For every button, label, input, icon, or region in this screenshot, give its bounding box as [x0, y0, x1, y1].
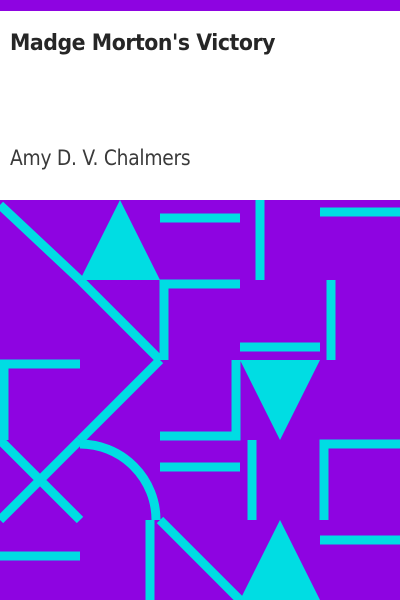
- pattern-diagonal-3: [76, 356, 164, 444]
- pattern-triangle-up-2: [240, 520, 320, 600]
- pattern-triangle-up-1: [80, 200, 160, 280]
- pattern-bracket-1: [159, 279, 240, 360]
- cover-pattern-art: [0, 200, 400, 600]
- pattern-arc: [79, 439, 161, 521]
- book-author: Amy D. V. Chalmers: [10, 146, 191, 170]
- pattern-diagonal-2: [76, 276, 164, 364]
- pattern-lines: [0, 200, 400, 600]
- cover-top-bar: [0, 0, 400, 11]
- pattern-triangles: [80, 200, 320, 600]
- pattern-triangle-down: [240, 360, 320, 440]
- pattern-diagonal-4: [156, 516, 244, 600]
- pattern-bracket-3: [0, 359, 80, 440]
- pattern-bracket-4: [319, 439, 400, 520]
- pattern-x-2: [0, 436, 84, 524]
- book-title: Madge Morton's Victory: [10, 30, 276, 56]
- pattern-diagonal-1: [0, 201, 84, 284]
- pattern-bracket-2: [160, 360, 241, 441]
